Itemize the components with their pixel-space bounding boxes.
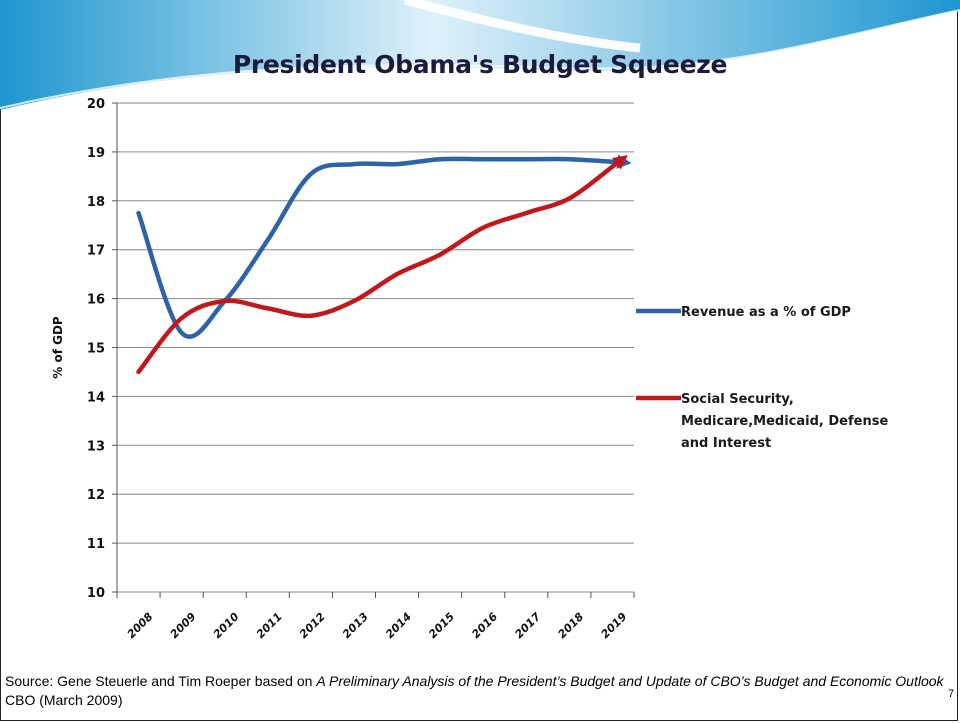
x-tick-label: 2015 [426,610,457,641]
x-tick-label: 2012 [297,610,328,641]
series-layer [136,154,632,375]
x-tick-label: 2010 [211,610,242,641]
y-tick-label: 20 [87,97,105,112]
source-suffix: CBO (March 2009) [5,692,123,708]
source-prefix: Source: Gene Steuerle and Tim Roeper bas… [5,673,317,689]
page-title: President Obama's Budget Squeeze [232,50,728,79]
x-tick-label: 2017 [512,610,543,641]
legend-label: Social Security, [681,392,794,407]
y-tick-label: 12 [87,488,105,503]
x-tick-label: 2016 [469,610,500,641]
y-tick-label: 17 [87,244,105,259]
y-tick-label: 16 [87,293,105,308]
y-tick-label: 15 [87,342,105,357]
legend-item-revenue: Revenue as a % of GDP [636,305,851,320]
page-number: 7 [948,688,955,700]
y-tick-label: 14 [87,390,105,405]
legend-item-spending: Social Security, Medicare,Medicaid, Defen… [636,392,888,451]
legend-label: Revenue as a % of GDP [681,305,851,320]
x-tick-label: 2014 [383,610,414,641]
header-banner [0,0,960,110]
y-tick-label: 13 [87,439,105,454]
legend-label: and Interest [681,436,771,451]
x-tick-label: 2009 [168,610,199,641]
x-tick-label: 2013 [340,610,371,641]
x-tick-label: 2011 [254,610,285,641]
y-axis-title: % of GDP [51,316,65,379]
y-tick-label: 11 [87,537,105,552]
x-tick-label: 2018 [555,610,586,641]
series-line-revenue [136,154,632,339]
legend-label: Medicare,Medicaid, Defense [681,414,888,429]
legend: Revenue as a % of GDP Social Security, Med… [636,305,888,451]
x-tick-label: 2019 [599,610,630,641]
y-tick-label: 18 [87,195,105,210]
y-tick-label: 10 [87,586,105,601]
y-tick-label: 19 [87,146,105,161]
source-note: Source: Gene Steuerle and Tim Roeper bas… [5,672,950,710]
series-line-spending [136,155,628,375]
grid-layer [117,102,634,593]
source-report-title: A Preliminary Analysis of the President’… [316,673,944,689]
x-tick-label: 2008 [125,610,156,641]
